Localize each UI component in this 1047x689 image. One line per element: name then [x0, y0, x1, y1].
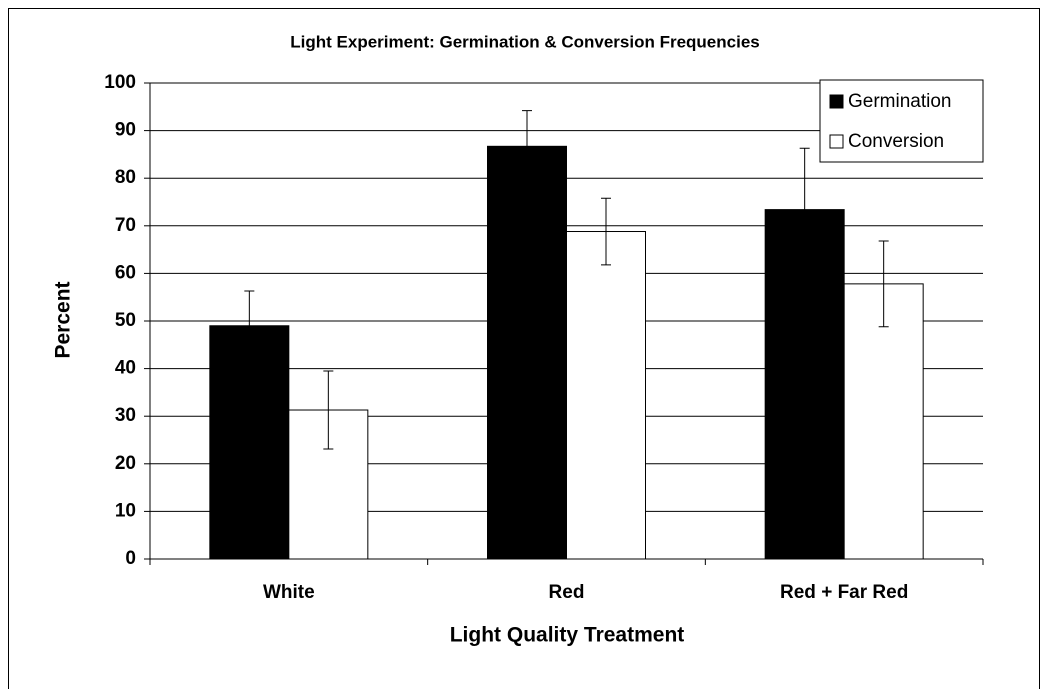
- y-tick-label: 60: [115, 262, 136, 283]
- y-tick-label: 70: [115, 215, 136, 236]
- chart-border: [8, 8, 1040, 689]
- y-tick-label: 0: [125, 548, 136, 569]
- error-bar: [522, 110, 532, 183]
- x-axis-label: Light Quality Treatment: [450, 624, 685, 647]
- y-tick-label: 20: [115, 453, 136, 474]
- error-bar: [601, 197, 611, 266]
- y-tick-label: 40: [115, 358, 136, 379]
- chart-title: Light Experiment: Germination & Conversi…: [290, 32, 759, 51]
- bar: [566, 231, 646, 560]
- error-bar: [323, 370, 334, 450]
- y-tick-label: 30: [115, 405, 136, 426]
- legend-swatch: [829, 134, 844, 149]
- legend-label: Conversion: [848, 131, 944, 152]
- x-tick-label: Red: [549, 582, 585, 603]
- legend-box: [819, 79, 984, 163]
- bar: [843, 283, 924, 560]
- x-tick-label: White: [263, 582, 315, 603]
- error-bar: [244, 290, 255, 362]
- bar: [487, 145, 567, 560]
- legend-label: Germination: [848, 91, 952, 112]
- error-bar: [799, 147, 810, 272]
- y-tick-label: 80: [115, 167, 136, 188]
- error-bar: [878, 240, 889, 328]
- x-tick-label: Red + Far Red: [780, 582, 908, 603]
- y-tick-label: 90: [115, 120, 136, 141]
- y-tick-label: 100: [104, 72, 136, 93]
- y-axis-label: Percent: [52, 281, 75, 358]
- bar: [209, 325, 290, 560]
- y-tick-label: 50: [115, 310, 136, 331]
- y-tick-label: 10: [115, 500, 136, 521]
- legend-swatch: [829, 94, 844, 109]
